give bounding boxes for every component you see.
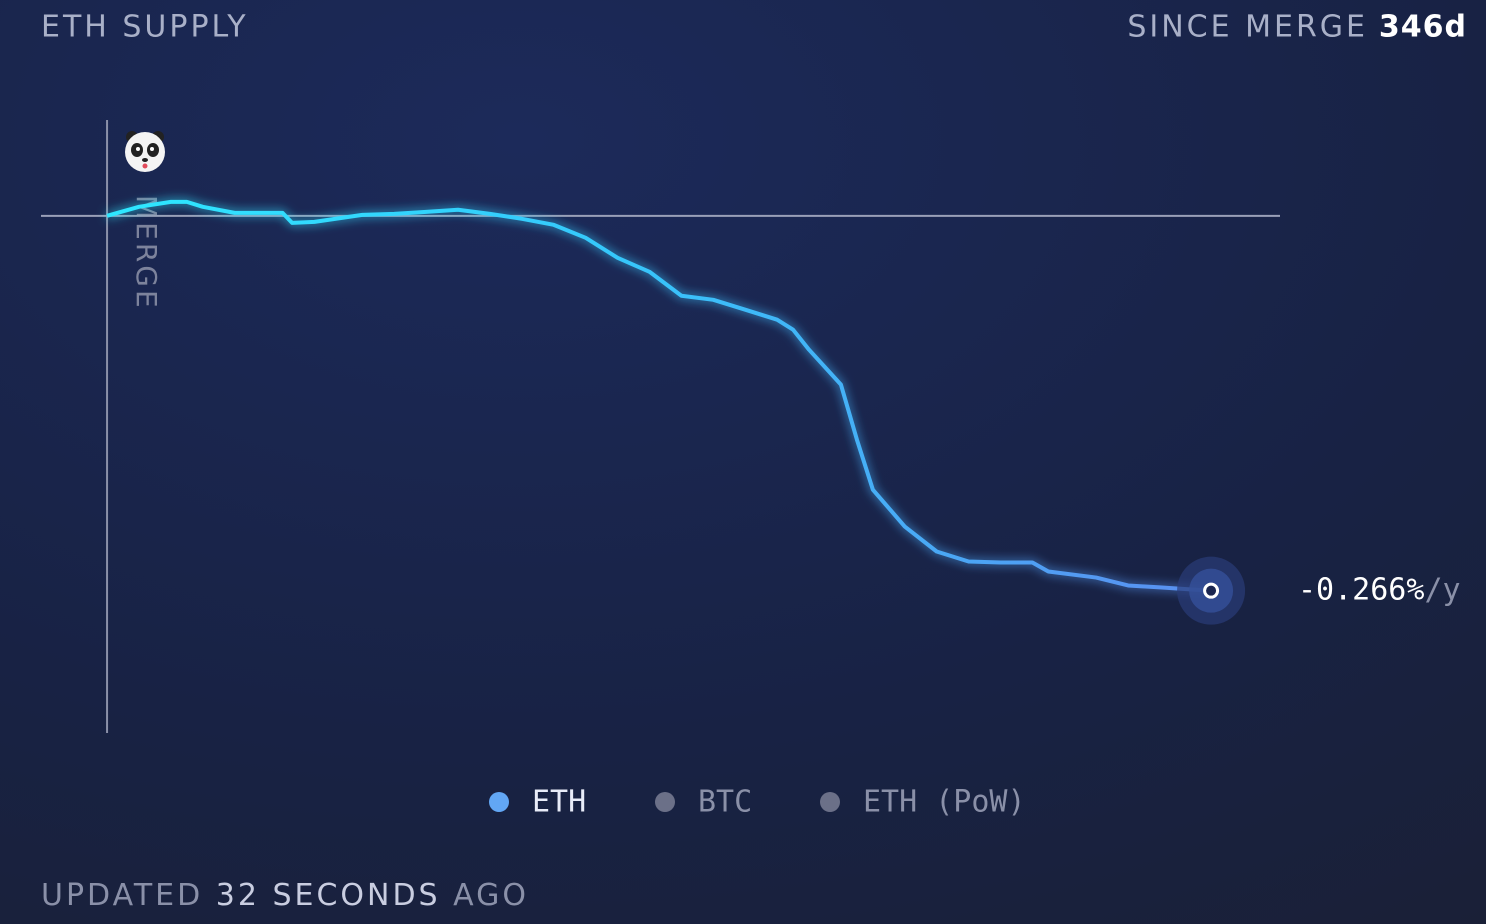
merge-label: MERGE — [130, 195, 163, 311]
panda-icon — [125, 131, 165, 172]
chart-title: ETH SUPPLY — [41, 10, 249, 45]
end-label-value: -0.266% — [1298, 572, 1424, 607]
footer-prefix: UPDATED — [41, 878, 203, 913]
footer: UPDATED 32 SECONDS AGO — [41, 878, 529, 913]
footer-time: 32 SECONDS — [216, 878, 441, 913]
legend-dot — [489, 792, 509, 812]
legend-label[interactable]: BTC — [698, 785, 752, 820]
end-label: -0.266%/y — [1298, 572, 1461, 607]
end-label-unit: /y — [1424, 572, 1460, 607]
footer-suffix: AGO — [453, 878, 529, 913]
legend-label[interactable]: ETH (PoW) — [863, 785, 1026, 820]
legend-dot — [655, 792, 675, 812]
period-value: 346d — [1379, 10, 1467, 45]
series-line — [106, 199, 1212, 593]
legend-label[interactable]: ETH — [532, 785, 586, 820]
period-label: SINCE MERGE — [1127, 10, 1368, 45]
end-point — [1203, 582, 1220, 599]
legend-dot — [820, 792, 840, 812]
